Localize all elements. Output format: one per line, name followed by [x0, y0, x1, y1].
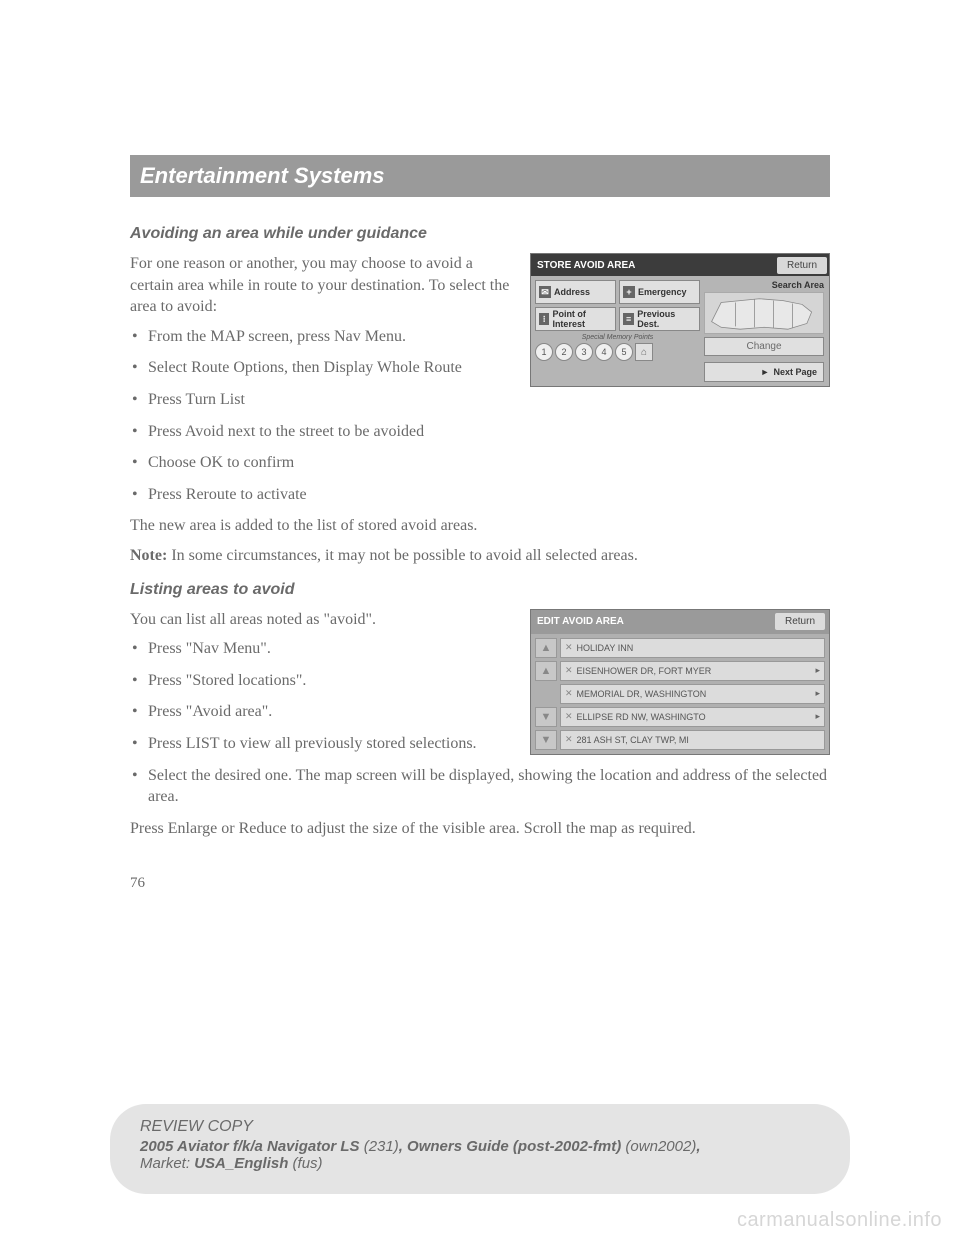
list-item: Press Reroute to activate [130, 484, 830, 506]
header-bar: Entertainment Systems [130, 155, 830, 197]
section1-note: Note: In some circumstances, it may not … [130, 545, 830, 567]
footer-l3-p2: (fus) [288, 1155, 322, 1172]
address-icon: ✉ [539, 286, 551, 298]
section1-heading: Avoiding an area while under guidance [130, 225, 830, 243]
scr1-title: STORE AVOID AREA [531, 260, 777, 271]
scr2-return-button[interactable]: Return [775, 613, 825, 630]
list-item: Choose OK to confirm [130, 452, 830, 474]
section1-flow: STORE AVOID AREA Return ✉Address +Emerge… [130, 253, 830, 515]
footer-l3-b1: USA_English [194, 1155, 288, 1172]
note-text: In some circumstances, it may not be pos… [167, 547, 638, 564]
scr2-title: EDIT AVOID AREA [531, 616, 775, 627]
list-item: Press Avoid next to the street to be avo… [130, 421, 830, 443]
footer-l2-p1: (231) [360, 1138, 399, 1155]
page-content: Entertainment Systems Avoiding an area w… [130, 155, 830, 892]
footer-l2-b3: , [696, 1138, 700, 1155]
list-item: Press "Stored locations". [130, 670, 830, 692]
footer-line1: REVIEW COPY [140, 1118, 820, 1136]
emergency-icon: + [623, 286, 635, 298]
prev-icon: ≡ [623, 313, 634, 325]
page-number: 76 [130, 875, 830, 892]
list-item: Press "Avoid area". [130, 701, 830, 723]
section2-flow: EDIT AVOID AREA Return ▲ ▲ ▼ ▼ ✕HOLIDAY … [130, 609, 830, 818]
footer-line2: 2005 Aviator f/k/a Navigator LS (231), O… [140, 1138, 820, 1155]
footer-l2-b2: , Owners Guide (post-2002-fmt) [399, 1138, 622, 1155]
scr1-titlebar: STORE AVOID AREA Return [531, 254, 829, 276]
emergency-button[interactable]: +Emergency [619, 280, 700, 304]
note-label: Note: [130, 547, 167, 564]
scr2-titlebar: EDIT AVOID AREA Return [531, 610, 829, 634]
section1-after: The new area is added to the list of sto… [130, 515, 830, 537]
section2-after: Press Enlarge or Reduce to adjust the si… [130, 818, 830, 840]
search-area-label: Search Area [704, 280, 824, 290]
list-item: From the MAP screen, press Nav Menu. [130, 326, 830, 348]
list-item: Select Route Options, then Display Whole… [130, 357, 830, 379]
address-label: Address [554, 287, 590, 297]
list-item: Press Turn List [130, 389, 830, 411]
footer-l2-b1: 2005 Aviator f/k/a Navigator LS [140, 1138, 360, 1155]
emergency-label: Emergency [638, 287, 687, 297]
footer-l2-p2: (own2002) [621, 1138, 696, 1155]
header-title: Entertainment Systems [140, 163, 385, 189]
footer-line3: Market: USA_English (fus) [140, 1155, 820, 1172]
address-button[interactable]: ✉Address [535, 280, 616, 304]
poi-icon: ⁝ [539, 313, 549, 325]
watermark: carmanualsonline.info [737, 1209, 942, 1232]
section2-heading: Listing areas to avoid [130, 581, 830, 599]
list-item: Press "Nav Menu". [130, 638, 830, 660]
scr1-return-button[interactable]: Return [777, 257, 827, 274]
footer-box: REVIEW COPY 2005 Aviator f/k/a Navigator… [110, 1104, 850, 1194]
list-item: Select the desired one. The map screen w… [130, 765, 830, 808]
list-item: Press LIST to view all previously stored… [130, 733, 830, 755]
footer-l3-p1: Market: [140, 1155, 194, 1172]
